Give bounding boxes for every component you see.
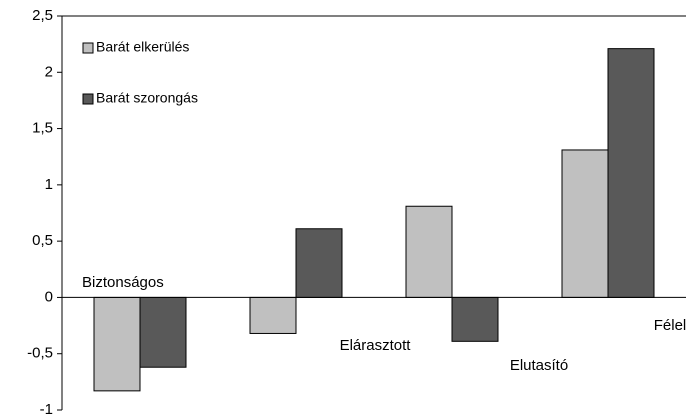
y-tick-label: 1,5 — [32, 120, 53, 137]
bar — [561, 149, 609, 298]
category-label: Biztonságos — [82, 274, 164, 291]
y-tick-label: -1 — [40, 401, 53, 418]
y-tick-label: 1 — [45, 176, 53, 193]
legend-swatch — [82, 42, 94, 54]
bar — [249, 296, 297, 334]
y-tick-label: 2,5 — [32, 7, 53, 24]
bar — [607, 48, 655, 298]
category-label: Elutasító — [510, 357, 568, 374]
legend-swatch — [82, 93, 94, 105]
y-tick-label: 0,5 — [32, 232, 53, 249]
y-tick-label: 2 — [45, 63, 53, 80]
y-tick-label: -0,5 — [27, 345, 53, 362]
bar — [405, 205, 453, 298]
bar — [93, 296, 141, 392]
legend-label: Barát szorongás — [96, 90, 198, 106]
category-label: Elárasztott — [340, 337, 412, 354]
bar — [295, 228, 343, 298]
category-label: Félelemteli — [654, 317, 686, 334]
bar — [139, 296, 187, 368]
legend-label: Barát elkerülés — [96, 39, 189, 55]
bar — [451, 296, 499, 342]
y-tick-label: 0 — [45, 288, 53, 305]
